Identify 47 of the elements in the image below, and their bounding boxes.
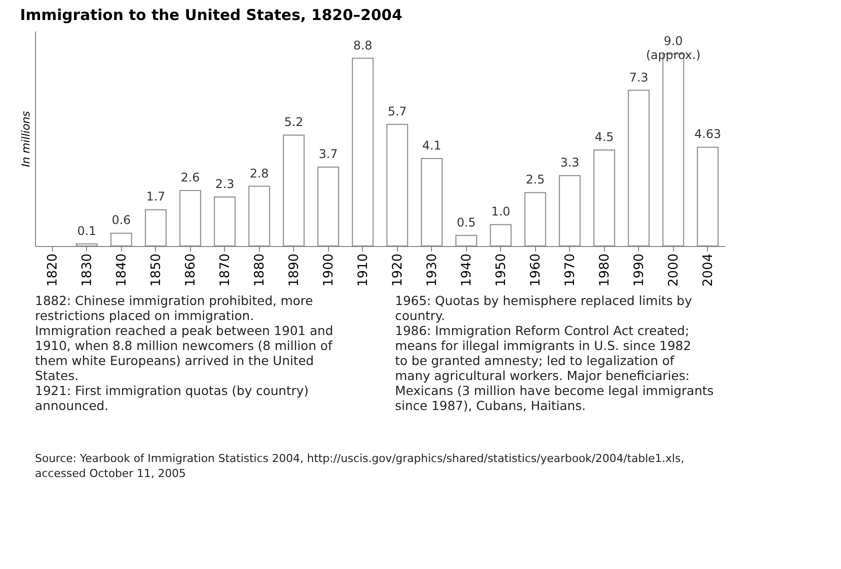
x-tick-label: 1920 (390, 254, 406, 287)
x-tick-label: 2000 (666, 254, 682, 287)
data-label: 9.0 (approx.) (646, 34, 701, 62)
x-tick-label: 1850 (148, 254, 164, 287)
x-tick-label: 1830 (80, 254, 95, 287)
data-label: 4.1 (422, 138, 442, 153)
x-tick-label: 1980 (597, 254, 612, 287)
x-tick-label: 1880 (252, 254, 268, 287)
x-tick-label: 1890 (286, 254, 302, 287)
x-tick-label: 1940 (459, 254, 474, 287)
data-label: 0.6 (112, 213, 131, 228)
x-tick-label: 1910 (356, 254, 371, 287)
y-axis-title: In millions (20, 110, 32, 168)
x-tick-label: 1970 (562, 254, 578, 287)
x-tick-label: 1820 (45, 254, 60, 287)
x-tick-label: 1870 (218, 254, 233, 287)
text: Immigration reached a peak between 1901 and 1910, when 8.8 million newcomers (8 million of them white Europeans) arrived in the United States. (35, 323, 334, 383)
data-label: 2.8 (250, 166, 269, 180)
x-tick-label: 1960 (528, 254, 544, 287)
text: 1986: Immigration Reform Control Act created; means for illegal immigrants in U.S. since 1982 to be granted amnesty; led to legalization of many agricultural workers. Major beneficiaries: Mexicans (3 million have become legal immigrants since 1987), Cubans, Haitians. (395, 323, 714, 413)
data-label: 0.5 (456, 215, 476, 230)
data-label: 1.0 (491, 204, 510, 219)
source-note: Source: Yearbook of Immigration Statistics 2004, http://uscis.gov/graphics/shared/statistics/yearbook/2004/table1.xls, accessed October 11, 2005 (35, 452, 684, 480)
data-label: 0.1 (77, 224, 96, 238)
data-label: 5.2 (284, 115, 304, 130)
x-tick-label: 1900 (321, 254, 336, 287)
x-tick-label: 1840 (114, 254, 130, 287)
data-label: 3.7 (318, 147, 338, 162)
data-label: 2.3 (215, 176, 234, 191)
x-tick-label: 1990 (632, 254, 647, 287)
chart-title: Immigration to the United States, 1820–2004 (20, 6, 402, 24)
x-tick-label: 1950 (494, 254, 509, 287)
text: 1921: First immigration quotas (by country) announced. (35, 383, 309, 413)
x-tick-label: 1930 (424, 254, 440, 287)
data-label: 1.7 (146, 190, 166, 204)
data-label: 7.3 (629, 70, 648, 84)
data-label: 2.6 (180, 170, 200, 185)
data-label: 8.8 (353, 38, 372, 52)
data-label: 3.3 (560, 156, 580, 170)
data-label: 2.5 (526, 172, 545, 187)
x-tick-label: 2004 (700, 254, 716, 287)
data-label: 5.7 (388, 104, 407, 118)
x-tick-label: 1860 (183, 254, 198, 287)
data-label: 4.5 (594, 130, 614, 144)
data-label: 4.63 (694, 127, 722, 142)
text: 1882: Chinese immigration prohibited, more restrictions placed on immigration. (35, 293, 314, 323)
text: 1965: Quotas by hemisphere replaced limits by country. (395, 293, 693, 323)
